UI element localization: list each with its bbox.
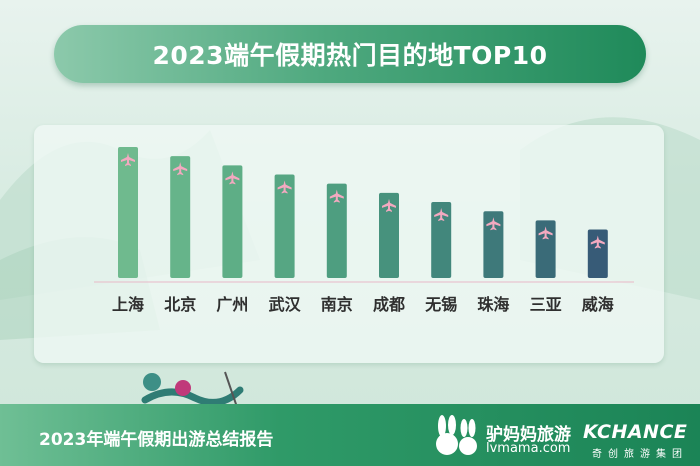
- page-title: 2023端午假期热门目的地TOP10: [152, 41, 548, 70]
- airplane-icon: [277, 180, 292, 194]
- category-label: 无锡: [424, 295, 457, 314]
- airplane-icon: [121, 153, 135, 166]
- bar-5: [326, 183, 347, 278]
- category-label: 上海: [112, 295, 144, 314]
- bar-8: [483, 211, 504, 278]
- airplane-icon: [225, 171, 240, 185]
- airplane-icon: [329, 189, 344, 203]
- bar-2: [170, 156, 191, 278]
- footer-bar: [0, 404, 700, 466]
- category-label: 北京: [164, 295, 196, 314]
- bar-4: [274, 174, 295, 278]
- brand2-subtitle: 奇创旅游集团: [592, 449, 688, 460]
- category-label: 珠海: [477, 295, 509, 314]
- bar-chart: 上海 北京 广州 武汉 南京 成都 无锡 珠海 三亚 威海: [94, 147, 634, 314]
- category-label: 广州: [216, 295, 248, 314]
- airplane-icon: [590, 235, 605, 249]
- chart-panel: 上海 北京 广州 武汉 南京 成都 无锡 珠海 三亚 威海: [34, 125, 664, 363]
- bar-9: [535, 220, 556, 278]
- airplane-icon: [382, 198, 396, 212]
- brand-url: lvmama.com: [486, 441, 571, 456]
- airplane-icon: [434, 208, 449, 222]
- bar-7: [431, 202, 452, 278]
- category-label: 武汉: [269, 295, 302, 314]
- category-label: 南京: [321, 295, 353, 314]
- airplane-icon: [486, 217, 501, 231]
- brand2-name: KCHANCE: [583, 421, 688, 443]
- bar-1: [118, 147, 138, 278]
- report-title: 2023年端午假期出游总结报告: [39, 430, 274, 450]
- title-banner: 2023端午假期热门目的地TOP10: [54, 25, 646, 83]
- dragon-boat-illustration: [141, 371, 244, 411]
- airplane-icon: [173, 162, 188, 176]
- airplane-icon: [538, 226, 553, 240]
- bar-3: [222, 165, 243, 278]
- rabbit-logo-icon: [436, 415, 477, 455]
- brand-name: 驴妈妈旅游: [486, 425, 571, 445]
- bar-6: [379, 192, 399, 278]
- category-label: 威海: [582, 295, 614, 314]
- category-label: 三亚: [530, 295, 562, 314]
- category-label: 成都: [373, 295, 405, 314]
